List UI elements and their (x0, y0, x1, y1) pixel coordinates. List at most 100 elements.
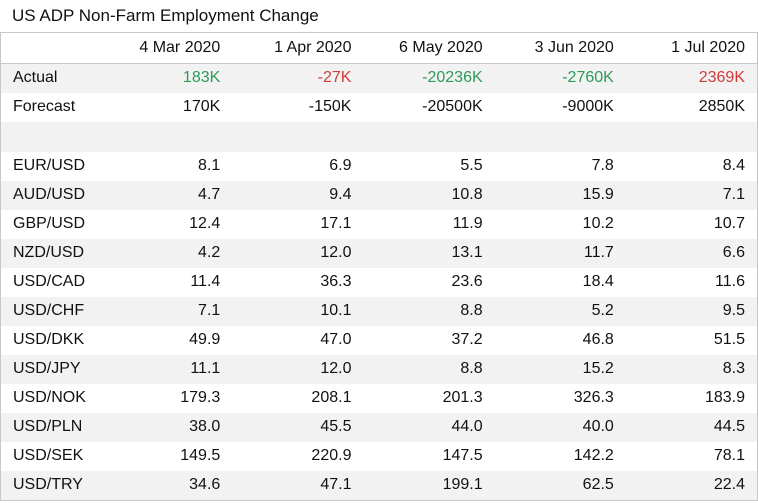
pair-label: USD/SEK (13, 447, 84, 464)
row-label: Actual (1, 63, 102, 93)
volatility-value: 10.8 (363, 180, 495, 210)
volatility-value: 5.2 (494, 296, 626, 326)
forecast-value: 2850K (698, 98, 745, 115)
volatility-value: 6.6 (625, 238, 757, 268)
volatility-value: 8.8 (363, 296, 495, 326)
volatility-value: 44.5 (625, 412, 757, 442)
table-row: GBP/USD 12.4 17.1 11.9 10.2 10.7 (1, 210, 757, 239)
pair-label: USD/PLN (1, 412, 102, 442)
table-row: NZD/USD 4.2 12.0 13.1 11.7 6.6 (1, 238, 757, 268)
volatility-value: 9.4 (232, 180, 364, 210)
volatility-value: 37.2 (451, 331, 483, 348)
volatility-value: 11.4 (190, 273, 221, 290)
volatility-value: 12.4 (189, 215, 221, 232)
pair-label: USD/JPY (1, 354, 102, 384)
table-row: USD/PLN 38.0 45.5 44.0 40.0 44.5 (1, 412, 757, 442)
volatility-value: 11.9 (452, 215, 483, 232)
table-row: USD/NOK 179.3 208.1 201.3 326.3 183.9 (1, 384, 757, 413)
volatility-value: 10.7 (713, 215, 745, 232)
date-header: 1 Apr 2020 (232, 32, 364, 64)
volatility-value: 78.1 (713, 447, 745, 464)
volatility-value: 17.1 (320, 215, 352, 232)
volatility-value: 51.5 (713, 331, 745, 348)
actual-value: 2369K (625, 63, 757, 93)
volatility-value: 10.1 (232, 296, 364, 326)
pair-label: USD/CHF (1, 296, 102, 326)
row-label: Forecast (13, 98, 76, 115)
volatility-value: 8.4 (722, 157, 745, 174)
volatility-value: 46.8 (582, 331, 614, 348)
table-row: USD/CHF 7.1 10.1 8.8 5.2 9.5 (1, 296, 757, 326)
volatility-value: 11.7 (494, 238, 626, 268)
volatility-value: 38.0 (101, 412, 233, 442)
volatility-value: 208.1 (311, 389, 352, 406)
volatility-value: 8.3 (625, 354, 757, 384)
actual-row: Actual 183K -27K -20236K -2760K 2369K (1, 63, 757, 93)
volatility-value: 40.0 (494, 412, 626, 442)
volatility-value: 326.3 (573, 389, 614, 406)
pair-label: USD/TRY (1, 470, 102, 500)
volatility-value: 62.5 (494, 470, 626, 500)
table-row: USD/DKK 49.9 47.0 37.2 46.8 51.5 (1, 326, 757, 355)
volatility-value: 47.0 (320, 331, 352, 348)
volatility-value: 12.0 (232, 354, 364, 384)
pair-label: EUR/USD (13, 157, 86, 174)
volatility-value: 15.9 (494, 180, 626, 210)
volatility-value: 11.1 (101, 354, 233, 384)
spacer-cell (1, 121, 757, 152)
pair-label: GBP/USD (13, 215, 86, 232)
volatility-value: 49.9 (189, 331, 221, 348)
date-header: 3 Jun 2020 (494, 32, 626, 64)
volatility-value: 10.2 (582, 215, 614, 232)
header-row: 4 Mar 2020 1 Apr 2020 6 May 2020 3 Jun 2… (1, 32, 757, 64)
volatility-value: 183.9 (704, 389, 745, 406)
volatility-value: 7.1 (101, 296, 233, 326)
header-empty-cell (1, 32, 102, 64)
volatility-value: 18.4 (582, 273, 614, 290)
volatility-value: 47.1 (232, 470, 364, 500)
spacer-row (1, 121, 757, 152)
volatility-value: 34.6 (101, 470, 233, 500)
volatility-value: 45.5 (232, 412, 364, 442)
forecast-value: -20500K (422, 98, 483, 115)
actual-value: -2760K (494, 63, 626, 93)
data-table: 4 Mar 2020 1 Apr 2020 6 May 2020 3 Jun 2… (0, 32, 758, 501)
pair-label: AUD/USD (1, 180, 102, 210)
volatility-value: 15.2 (494, 354, 626, 384)
pair-label: NZD/USD (1, 238, 102, 268)
volatility-value: 147.5 (442, 447, 483, 464)
volatility-value: 201.3 (442, 389, 483, 406)
date-header: 4 Mar 2020 (101, 32, 233, 64)
volatility-value: 11.6 (715, 273, 745, 290)
volatility-value: 5.5 (460, 157, 483, 174)
pair-label: USD/DKK (13, 331, 85, 348)
volatility-value: 9.5 (625, 296, 757, 326)
volatility-value: 23.6 (451, 273, 483, 290)
volatility-value: 7.1 (625, 180, 757, 210)
date-header: 1 Jul 2020 (625, 32, 757, 64)
actual-value: 183K (101, 63, 233, 93)
pair-label: USD/CAD (13, 273, 86, 290)
volatility-value: 7.8 (591, 157, 614, 174)
volatility-value: 4.7 (101, 180, 233, 210)
volatility-value: 22.4 (625, 470, 757, 500)
table-row: EUR/USD 8.1 6.9 5.5 7.8 8.4 (1, 152, 757, 181)
volatility-value: 8.8 (363, 354, 495, 384)
pair-label: USD/NOK (13, 389, 86, 406)
volatility-value: 12.0 (232, 238, 364, 268)
forecast-value: -9000K (562, 98, 614, 115)
table-row: AUD/USD 4.7 9.4 10.8 15.9 7.1 (1, 180, 757, 210)
volatility-value: 6.9 (329, 157, 352, 174)
date-header: 6 May 2020 (363, 32, 495, 64)
volatility-value: 149.5 (180, 447, 221, 464)
volatility-value: 220.9 (311, 447, 352, 464)
table-row: USD/TRY 34.6 47.1 199.1 62.5 22.4 (1, 470, 757, 500)
table-row: USD/CAD 11.4 36.3 23.6 18.4 11.6 (1, 268, 757, 297)
volatility-value: 142.2 (573, 447, 614, 464)
volatility-value: 44.0 (363, 412, 495, 442)
volatility-value: 199.1 (363, 470, 495, 500)
volatility-value: 36.3 (320, 273, 352, 290)
volatility-value: 8.1 (198, 157, 221, 174)
actual-value: -27K (232, 63, 364, 93)
actual-value: -20236K (363, 63, 495, 93)
